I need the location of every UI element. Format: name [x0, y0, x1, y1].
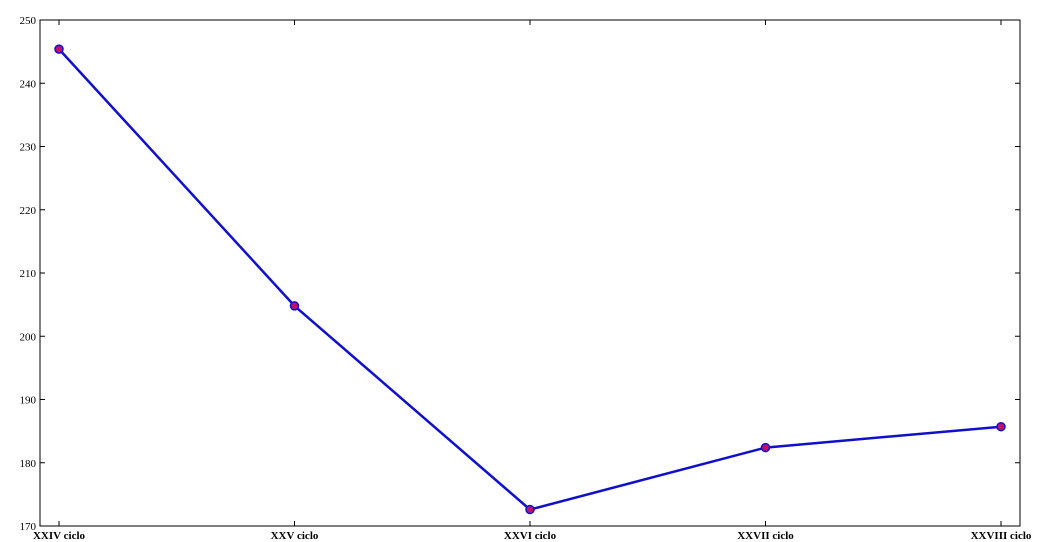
y-tick-label: 220 — [20, 205, 37, 217]
y-tick-label: 210 — [20, 268, 37, 280]
y-tick-label: 230 — [20, 142, 37, 154]
x-tick-label: XXV ciclo — [271, 530, 319, 542]
y-tick-label: 180 — [20, 458, 37, 470]
y-tick-label: 170 — [20, 521, 37, 533]
x-tick-label: XXVI ciclo — [504, 530, 557, 542]
y-tick-label: 190 — [20, 395, 37, 407]
x-axis: XXIV ciclo XXV ciclo XXVI ciclo XXVII ciclo… — [33, 20, 1032, 542]
y-tick-label: 200 — [20, 331, 37, 343]
data-point — [289, 301, 300, 311]
data-point — [54, 44, 64, 54]
x-tick-label: XXVII ciclo — [737, 530, 794, 542]
series-layer — [54, 44, 1006, 515]
x-tick-label: XXVIII ciclo — [971, 530, 1032, 542]
plot-area — [39, 19, 1021, 527]
y-axis: 170 180 190 200 210 220 230 240 250 — [20, 15, 1020, 533]
data-point — [996, 421, 1006, 432]
y-tick-label: 250 — [20, 15, 37, 27]
data-point — [525, 504, 535, 515]
data-point — [760, 442, 771, 453]
y-tick-label: 240 — [20, 78, 37, 90]
x-tick-label: XXIV ciclo — [33, 530, 86, 542]
